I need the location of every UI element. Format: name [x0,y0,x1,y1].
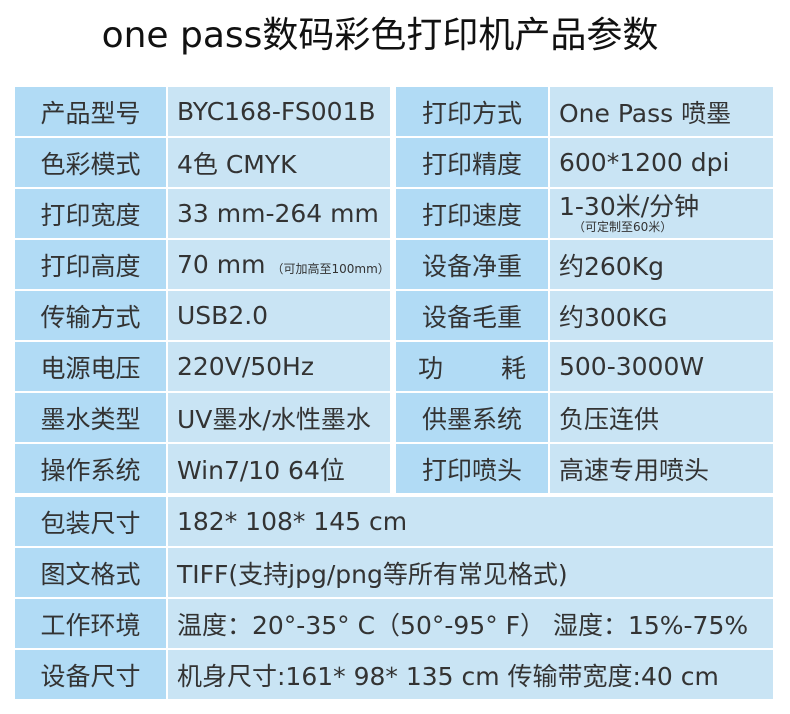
value-text: TIFF(支持jpg/png等所有常见格式) [177,559,568,589]
spec-label: 墨水类型 [15,393,166,442]
value-text: BYC168-FS001B [177,97,376,126]
value-text: One Pass 喷墨 [559,98,732,128]
spec-value: One Pass 喷墨 [550,87,773,136]
spec-value: 70 mm （可加高至100mm） [168,240,390,289]
value-text: USB2.0 [177,301,269,330]
value-text: 温度：20°-35° C（50°-95° F） 湿度：15%-75% [177,610,749,640]
spec-value: 机身尺寸:161* 98* 135 cm 传输带宽度:40 cm [168,650,773,699]
spec-value: Win7/10 64位 [168,444,390,493]
spec-label: 打印速度 [396,189,548,238]
label-char: 耗 [500,353,526,383]
spec-label: 设备尺寸 [15,650,166,699]
value-text: 33 mm-264 mm [177,199,379,228]
spec-label: 打印高度 [15,240,166,289]
spec-value: BYC168-FS001B [168,87,390,136]
value-text: 约300KG [559,302,668,332]
spec-value: 4色 CMYK [168,138,390,187]
spec-label: 传输方式 [15,291,166,340]
value-text: 4色 CMYK [177,149,297,179]
label-char: 功 [418,353,444,383]
spec-value: 182* 108* 145 cm [168,497,773,546]
spec-label: 功耗 [396,342,548,391]
value-note: （可定制至60米） [573,220,673,234]
spec-label: 产品型号 [15,87,166,136]
spec-label: 工作环境 [15,599,166,648]
spec-label: 图文格式 [15,548,166,597]
value-text: 高速专用喷头 [559,455,710,485]
spec-label: 设备毛重 [396,291,548,340]
spec-value: 负压连供 [550,393,773,442]
value-text: 500-3000W [559,352,705,381]
value-text: 220V/50Hz [177,352,314,381]
spec-value: 220V/50Hz [168,342,390,391]
value-note: （可加高至100mm） [271,262,390,276]
value-text: 约260Kg [559,251,664,281]
spec-label: 操作系统 [15,444,166,493]
spec-label: 供墨系统 [396,393,548,442]
spec-value: 约260Kg [550,240,773,289]
spec-value: 1-30米/分钟 （可定制至60米） [550,189,773,238]
page-title: one pass数码彩色打印机产品参数 [101,15,659,56]
spec-value: 500-3000W [550,342,773,391]
value-text: 600*1200 dpi [559,148,730,177]
value-text: 1-30米/分钟 [559,192,700,221]
spec-value: 约300KG [550,291,773,340]
spec-label: 打印方式 [396,87,548,136]
value-text: 机身尺寸:161* 98* 135 cm 传输带宽度:40 cm [177,661,719,691]
value-text: UV墨水/水性墨水 [177,404,371,434]
value-text: Win7/10 64位 [177,455,345,485]
spec-label: 设备净重 [396,240,548,289]
spec-value: 高速专用喷头 [550,444,773,493]
spec-value: USB2.0 [168,291,390,340]
spec-label: 包装尺寸 [15,497,166,546]
value-text: 70 mm [177,250,266,279]
spec-value: 33 mm-264 mm [168,189,390,238]
value-text: 182* 108* 145 cm [177,507,408,536]
spec-label: 色彩模式 [15,138,166,187]
spec-value: UV墨水/水性墨水 [168,393,390,442]
spec-value: 温度：20°-35° C（50°-95° F） 湿度：15%-75% [168,599,773,648]
spec-value: TIFF(支持jpg/png等所有常见格式) [168,548,773,597]
spec-value: 600*1200 dpi [550,138,773,187]
spec-label: 打印喷头 [396,444,548,493]
spec-label: 电源电压 [15,342,166,391]
spec-label: 打印宽度 [15,189,166,238]
spec-label: 打印精度 [396,138,548,187]
value-text: 负压连供 [559,404,660,434]
